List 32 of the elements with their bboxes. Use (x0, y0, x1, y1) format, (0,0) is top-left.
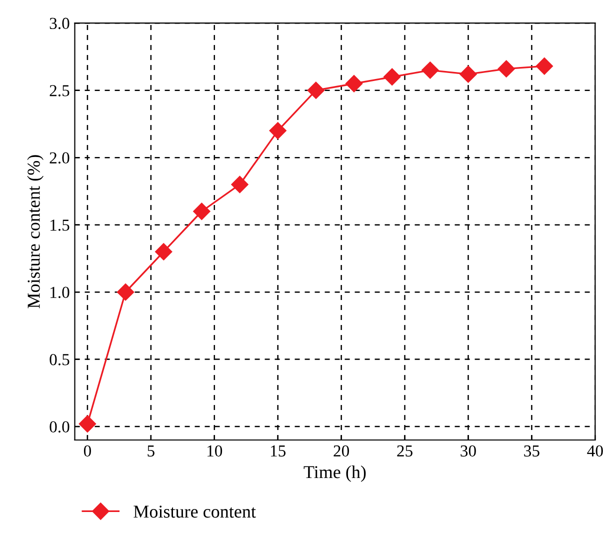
y-tick-label: 1.5 (50, 220, 70, 231)
point (345, 75, 363, 92)
x-tick-label: 5 (148, 446, 154, 457)
point (116, 284, 134, 301)
x-tick-label: 15 (270, 445, 286, 457)
x-tick-label: 0 (84, 445, 91, 457)
x-tick-label: 25 (397, 445, 412, 457)
point (307, 82, 324, 99)
y-tick-label: 3.0 (50, 18, 70, 30)
y-tick-label: 2.0 (50, 152, 70, 164)
x-tick-label: 40 (587, 445, 603, 457)
x-tick-label: 10 (208, 445, 222, 457)
x-tick-label: 35 (524, 445, 540, 457)
point (498, 60, 515, 78)
y-tick-label: 0.0 (50, 421, 70, 433)
point (269, 122, 286, 140)
point (536, 58, 553, 75)
point (422, 62, 439, 79)
y-tick-label: 2.5 (50, 85, 70, 96)
y-tick-label: 1.0 (50, 286, 70, 298)
x-tick-label: 30 (460, 445, 476, 457)
point (155, 243, 172, 260)
point (193, 202, 210, 220)
legend-label: Moisture content (134, 506, 256, 518)
point (231, 176, 248, 194)
x-axis-title: Time (h) (304, 466, 366, 482)
point (78, 415, 96, 432)
y-axis-title: Moisture content (%) (27, 155, 44, 308)
point (384, 68, 401, 86)
x-tick-label: 20 (334, 445, 350, 457)
point (460, 66, 477, 83)
y-tick-label: 0.5 (50, 354, 70, 366)
